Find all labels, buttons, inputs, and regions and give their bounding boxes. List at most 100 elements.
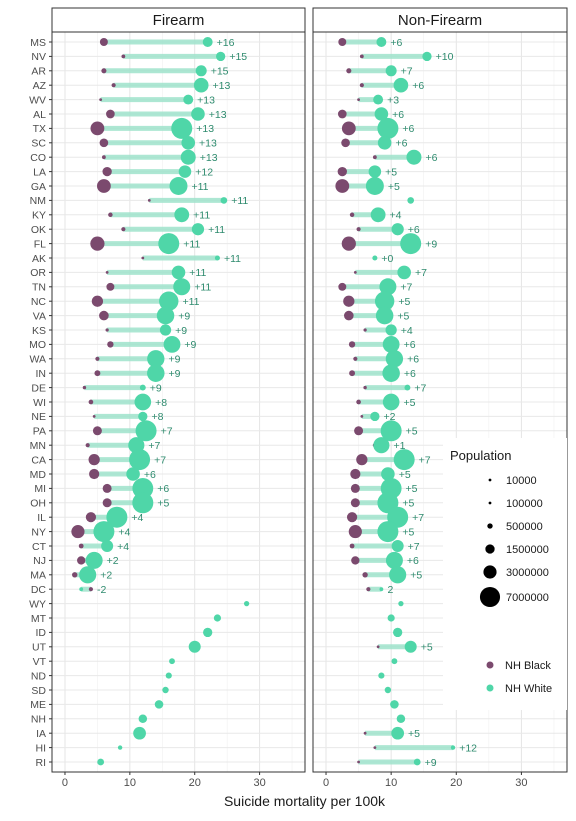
difference-label: +6: [157, 483, 169, 495]
y-tick-label-state: GA: [31, 181, 46, 193]
nh-black-point: [366, 587, 371, 592]
nh-black-point: [82, 385, 87, 390]
difference-label: +11: [194, 282, 211, 294]
difference-label: +7: [408, 541, 420, 553]
nh-white-point: [126, 467, 140, 481]
nh-white-point: [393, 449, 415, 471]
x-tick-label: 10: [385, 777, 397, 789]
nh-black-point: [101, 68, 107, 74]
difference-label: +9: [169, 368, 181, 380]
nh-black-point: [121, 227, 126, 232]
difference-label: +11: [231, 195, 248, 207]
nh-white-point: [382, 335, 400, 353]
y-tick-label-state: VA: [33, 310, 46, 322]
nh-white-point: [377, 117, 399, 139]
nh-black-point: [353, 356, 358, 361]
nh-white-point: [384, 686, 392, 694]
nh-black-point: [72, 572, 78, 578]
nh-black-point: [141, 256, 145, 260]
nh-black-point: [349, 370, 356, 377]
difference-label: +9: [175, 325, 187, 337]
y-tick-label-state: WI: [33, 397, 46, 409]
difference-label: +7: [400, 282, 412, 294]
nh-black-point: [95, 356, 100, 361]
nh-white-point: [220, 197, 228, 204]
nh-black-point: [92, 426, 102, 436]
y-tick-label-state: VT: [33, 656, 47, 668]
x-tick-label: 20: [189, 777, 201, 789]
difference-label: +5: [385, 166, 397, 178]
difference-label: +9: [178, 310, 190, 322]
difference-label: +15: [229, 51, 247, 63]
nh-black-point: [77, 556, 86, 565]
y-tick-label-state: SD: [31, 685, 46, 697]
nh-black-point: [85, 443, 90, 448]
difference-label: -2: [97, 584, 106, 596]
difference-label: +5: [406, 426, 418, 438]
nh-black-point: [147, 199, 151, 202]
nh-white-point: [379, 587, 384, 592]
nh-black-point: [106, 109, 115, 119]
nh-black-point: [346, 68, 352, 74]
nh-white-point: [374, 107, 389, 121]
y-tick-label-state: FL: [34, 238, 46, 250]
y-tick-label-state: DE: [31, 382, 46, 394]
nh-white-point: [85, 551, 103, 569]
legend-population-dot: [488, 501, 492, 505]
y-tick-label-state: NY: [31, 526, 46, 538]
nh-white-point: [387, 614, 395, 622]
difference-label: +12: [459, 742, 477, 754]
y-tick-label-state: OK: [31, 224, 46, 236]
difference-label: +4: [117, 541, 129, 553]
nh-white-point: [159, 291, 179, 311]
y-tick-label-state: AK: [32, 253, 46, 265]
nh-white-point: [178, 165, 192, 178]
nh-white-point: [406, 149, 422, 165]
y-tick-label-state: PA: [33, 426, 46, 438]
y-tick-label-state: AR: [31, 66, 46, 78]
y-tick-label-state: KS: [32, 325, 46, 337]
nh-white-point: [373, 437, 390, 454]
panel-strip: [51, 7, 306, 33]
y-tick-label-state: KY: [32, 210, 46, 222]
nh-black-point: [363, 385, 367, 390]
nh-black-point: [337, 166, 347, 177]
nh-white-point: [154, 700, 164, 709]
nh-white-point: [379, 278, 397, 296]
nh-black-point: [359, 83, 364, 88]
nh-black-point: [356, 399, 361, 405]
nh-white-point: [193, 77, 209, 93]
nh-black-point: [350, 498, 360, 508]
y-tick-label-state: AZ: [33, 80, 47, 92]
difference-label: +13: [213, 80, 231, 92]
nh-white-point: [106, 506, 128, 528]
difference-label: +5: [402, 526, 414, 538]
difference-label: +2: [384, 411, 396, 423]
nh-white-point: [365, 177, 384, 195]
difference-label: +2: [107, 555, 119, 567]
difference-label: +5: [402, 498, 414, 510]
difference-label: +1: [393, 440, 405, 452]
nh-white-point: [391, 539, 404, 553]
nh-white-point: [216, 51, 226, 62]
nh-black-point: [88, 453, 100, 466]
difference-label: +9: [168, 354, 180, 366]
difference-label: +11: [193, 210, 210, 222]
difference-label: +11: [224, 253, 241, 265]
difference-label: +6: [407, 354, 419, 366]
y-tick-label-state: OH: [30, 498, 46, 510]
nh-white-point: [171, 117, 193, 139]
difference-label: +5: [399, 469, 411, 481]
nh-white-point: [156, 306, 175, 325]
nh-black-point: [341, 121, 356, 136]
nh-black-point: [357, 98, 360, 101]
nh-black-point: [78, 543, 84, 549]
nh-white-point: [407, 197, 415, 204]
nh-white-point: [390, 700, 399, 709]
nh-white-point: [191, 107, 205, 121]
nh-white-point: [385, 65, 397, 77]
nh-black-point: [105, 328, 109, 332]
y-tick-label-state: SC: [31, 138, 46, 150]
nh-white-point: [381, 467, 395, 481]
nh-white-point: [169, 658, 175, 665]
